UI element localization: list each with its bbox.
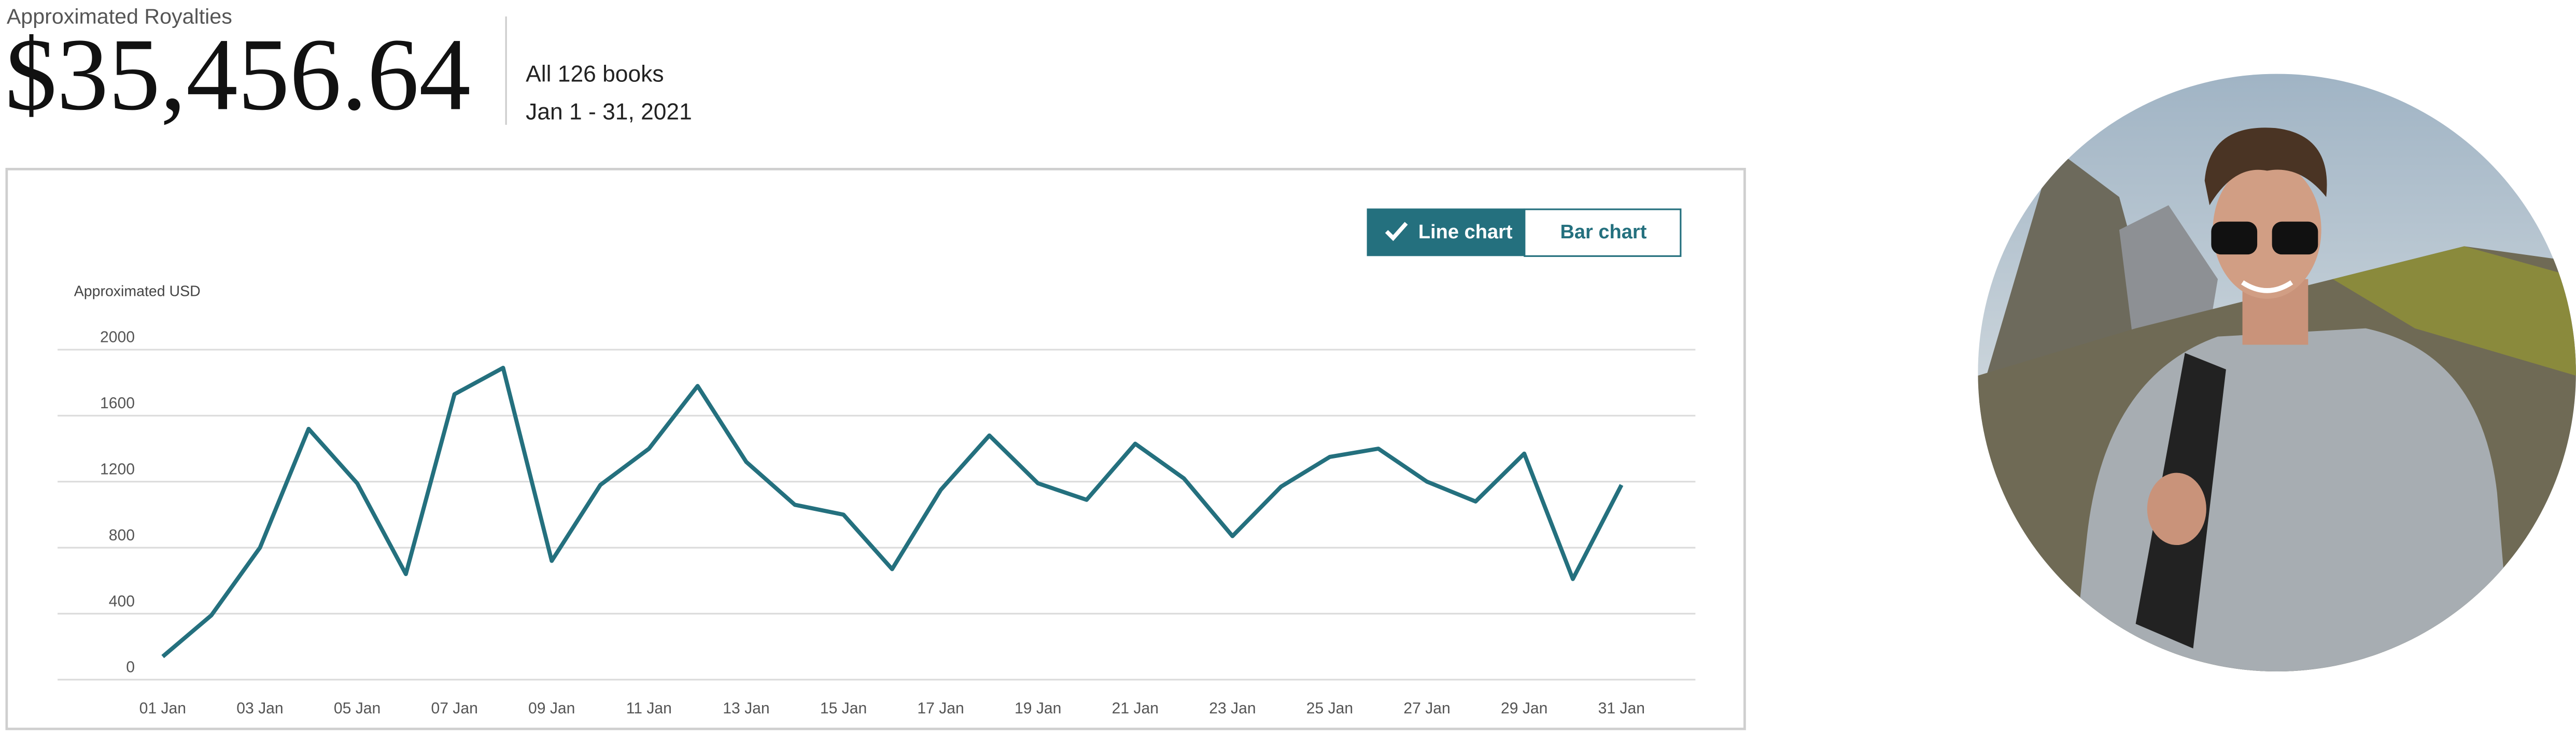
y-tick-label: 1600 bbox=[100, 395, 135, 412]
x-tick-label: 05 Jan bbox=[334, 700, 381, 717]
x-tick-label: 21 Jan bbox=[1112, 700, 1159, 717]
profile-photo bbox=[1978, 74, 2576, 672]
y-tick-label: 2000 bbox=[100, 329, 135, 346]
x-tick-label: 19 Jan bbox=[1015, 700, 1061, 717]
x-tick-label: 29 Jan bbox=[1501, 700, 1547, 717]
x-tick-label: 09 Jan bbox=[528, 700, 575, 717]
x-tick-label: 15 Jan bbox=[820, 700, 867, 717]
books-filter[interactable]: All 126 books bbox=[526, 61, 664, 87]
y-tick-label: 800 bbox=[109, 527, 135, 544]
line-chart-label[interactable]: Line chart bbox=[1418, 221, 1513, 243]
y-tick-label: 0 bbox=[126, 659, 135, 676]
y-axis-label: Approximated USD bbox=[74, 283, 201, 300]
bar-chart-label[interactable]: Bar chart bbox=[1560, 221, 1646, 243]
x-tick-label: 03 Jan bbox=[236, 700, 283, 717]
x-tick-label: 13 Jan bbox=[723, 700, 769, 717]
data-line bbox=[161, 366, 1624, 658]
x-tick-label: 25 Jan bbox=[1306, 700, 1353, 717]
x-tick-label: 01 Jan bbox=[139, 700, 186, 717]
date-range[interactable]: Jan 1 - 31, 2021 bbox=[526, 99, 692, 124]
royalties-amount: $35,456.64 bbox=[5, 18, 471, 132]
line-chart-button[interactable] bbox=[1367, 208, 1525, 256]
chart-panel bbox=[5, 168, 1746, 730]
plot: 0 400 800 1200 1600 2000 01 Jan 03 Jan 05 Jan 07 … bbox=[58, 329, 1696, 717]
bar-chart-button[interactable] bbox=[1524, 208, 1682, 257]
x-tick-label: 11 Jan bbox=[626, 700, 672, 717]
x-tick-label: 07 Jan bbox=[431, 700, 477, 717]
check-icon bbox=[1385, 222, 1408, 241]
royalties-label: Approximated Royalties bbox=[7, 5, 232, 28]
x-tick-label: 17 Jan bbox=[917, 700, 964, 717]
x-tick-label: 27 Jan bbox=[1403, 700, 1450, 717]
y-tick-label: 1200 bbox=[100, 461, 135, 478]
y-tick-label: 400 bbox=[109, 593, 135, 610]
x-tick-label: 31 Jan bbox=[1598, 700, 1645, 717]
x-tick-label: 23 Jan bbox=[1209, 700, 1256, 717]
